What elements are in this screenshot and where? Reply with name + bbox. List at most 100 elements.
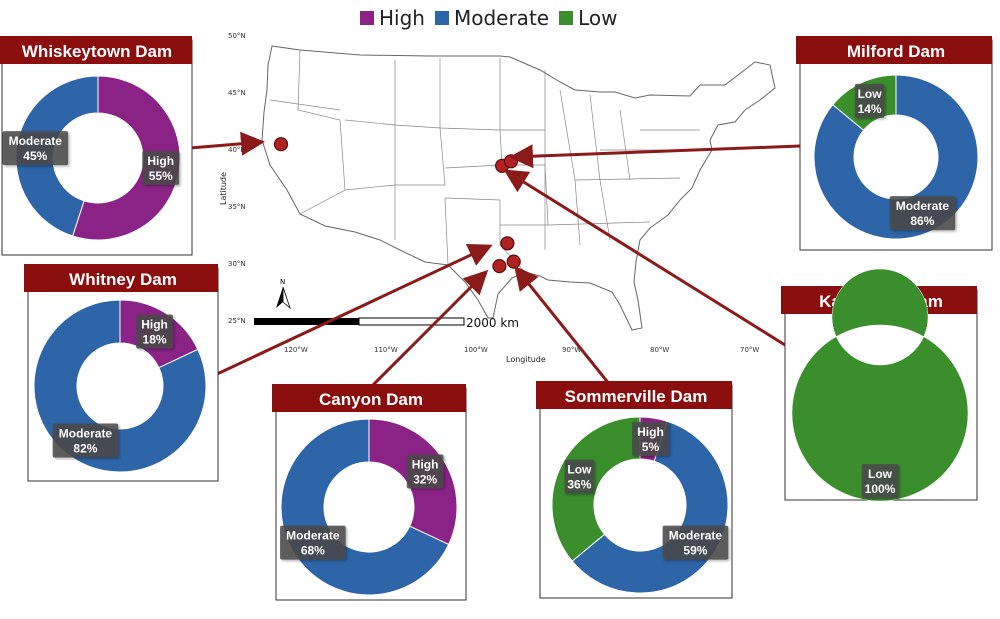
slice-category: Moderate (286, 529, 340, 543)
slice-percent: 36% (567, 477, 591, 491)
dam-charts: Whiskeytown DamHigh55%Moderate45%Milford… (0, 36, 993, 601)
arrow-kanopolis (503, 169, 786, 347)
legend-swatch-low (559, 11, 574, 25)
slice-category: High (637, 425, 664, 439)
lat-tick-35: 35°N (228, 203, 246, 211)
slice-label-box (564, 459, 595, 494)
slice-category: Low (858, 87, 883, 101)
callout-arrows (189, 131, 801, 390)
slice-percent: 5% (642, 440, 660, 454)
legend-swatch-moderate (434, 11, 449, 25)
lat-tick-30: 30°N (228, 260, 246, 268)
site-point (500, 236, 515, 251)
lon-tick-110: 110°W (374, 346, 398, 354)
chart-title: Whiskeytown Dam (22, 42, 172, 61)
slice-percent: 14% (858, 102, 882, 116)
north-arrow-icon: N (276, 278, 291, 310)
slice-category: Moderate (59, 426, 113, 440)
usa-outline (261, 45, 776, 331)
slice-percent: 55% (149, 169, 173, 183)
slice-category: Low (567, 462, 592, 476)
slice-percent: 59% (683, 544, 707, 558)
legend-swatch-high (360, 11, 374, 25)
lat-tick-40: 40°N (228, 146, 246, 154)
panel-title-banner (24, 264, 218, 292)
panel-title-banner (0, 36, 192, 64)
slice-percent: 82% (73, 441, 97, 455)
chart-title: Sommerville Dam (565, 387, 708, 406)
lat-ticks: 50°N 45°N 40°N 35°N 30°N 25°N (228, 32, 246, 325)
donut-slice-moderate (15, 75, 99, 237)
slice-category: High (141, 318, 168, 332)
dam-panel-kanopolis-dam: Kanopolis DamLow100% (781, 268, 978, 502)
slice-label-box (662, 525, 729, 560)
site-point (506, 254, 521, 269)
site-point (492, 259, 507, 274)
legend-label-high: High (379, 6, 425, 30)
legend-item-moderate: Moderate (434, 6, 550, 30)
arrow-sommerville (514, 265, 612, 386)
arrow-canyon (368, 269, 489, 390)
arrow-whiskeytown (189, 131, 265, 156)
slice-percent: 68% (301, 544, 325, 558)
slice-label-box (854, 83, 885, 118)
slice-label-box (861, 464, 899, 498)
lon-tick-90: 90°W (562, 346, 581, 354)
legend-label-low: Low (578, 6, 618, 30)
slice-percent: 32% (413, 472, 437, 486)
panel-title-banner (272, 384, 466, 412)
scale-bar: 2000 km (254, 316, 519, 330)
arrow-milford (509, 144, 801, 169)
lat-tick-50: 50°N (228, 32, 246, 40)
scale-bar-label: 2000 km (466, 316, 519, 330)
donut-slice-high (72, 75, 181, 241)
slice-percent: 18% (143, 333, 167, 347)
slice-label-box (889, 196, 956, 231)
slice-category: Moderate (9, 134, 63, 148)
arrow-whitney (214, 244, 493, 377)
lon-ticks: 120°W 110°W 100°W 90°W 80°W 70°W (284, 346, 759, 354)
north-label: N (280, 278, 285, 286)
slice-category: High (147, 154, 174, 168)
legend-item-low: Low (559, 6, 617, 30)
slice-label-box (142, 150, 180, 185)
x-axis-label: Longitude (506, 355, 546, 364)
usa-map: 50°N 45°N 40°N 35°N 30°N 25°N 120°W 110°… (219, 32, 776, 364)
legend-label-moderate: Moderate (453, 6, 550, 30)
chart-title: Milford Dam (847, 42, 945, 61)
slice-category: Low (868, 467, 893, 481)
slice-category: Moderate (896, 199, 950, 213)
slice-label-box (52, 423, 119, 458)
slice-label-box (632, 421, 669, 456)
lat-tick-45: 45°N (228, 89, 246, 97)
slice-percent: 100% (865, 482, 896, 496)
lon-tick-80: 80°W (650, 346, 669, 354)
slice-label-box (136, 314, 173, 349)
slice-percent: 86% (910, 214, 934, 228)
lat-tick-25: 25°N (228, 317, 246, 325)
site-point (273, 137, 289, 152)
slice-category: High (412, 457, 439, 471)
slice-label-box (2, 131, 69, 166)
scale-bar-dark (254, 318, 359, 325)
panel-title-banner (796, 36, 992, 64)
lon-tick-120: 120°W (284, 346, 308, 354)
donut-slice-low (791, 268, 969, 502)
slice-label-box (406, 454, 444, 489)
